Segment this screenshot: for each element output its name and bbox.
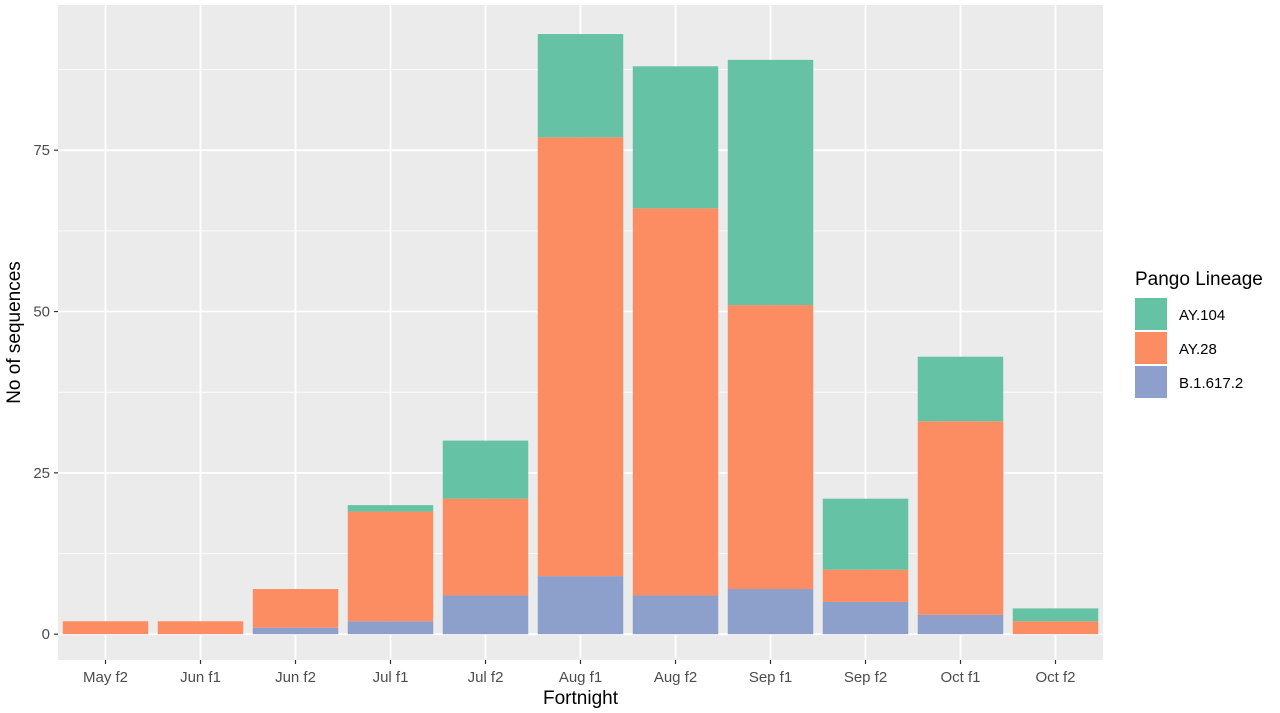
bar-segment (822, 569, 909, 602)
y-axis-title: No of sequences (4, 261, 25, 404)
bar-segment (347, 505, 434, 512)
y-tick-label: 25 (33, 465, 50, 482)
bar-segment (822, 601, 909, 635)
bar-segment (917, 356, 1004, 422)
bars (62, 34, 1099, 635)
bar-segment (442, 440, 529, 499)
y-axis: 0 25 50 75 (33, 142, 58, 643)
bar-segment (1012, 608, 1099, 622)
x-tick-label: Jun f1 (180, 669, 221, 686)
bar-segment (1012, 621, 1099, 635)
x-tick-label: Sep f2 (844, 669, 887, 686)
legend-swatch (1135, 298, 1167, 330)
x-tick-label: Jul f1 (373, 669, 409, 686)
bar-segment (252, 627, 339, 635)
legend: Pango Lineage AY.104 AY.28 B.1.617.2 (1135, 269, 1263, 398)
bar-segment (537, 576, 624, 635)
x-tick-label: Aug f1 (559, 669, 602, 686)
x-axis: May f2 Jun f1 Jun f2 Jul f1 Jul f2 Aug f1 Aug … (83, 660, 1076, 686)
bar-segment (727, 305, 814, 590)
bar-segment (917, 614, 1004, 635)
legend-label: AY.28 (1179, 341, 1217, 358)
bar-segment (442, 595, 529, 635)
legend-label: B.1.617.2 (1179, 375, 1243, 392)
y-tick-label: 75 (33, 142, 50, 159)
bar-segment (537, 34, 624, 138)
legend-title: Pango Lineage (1135, 269, 1263, 290)
bar-segment (917, 421, 1004, 615)
bar-segment (62, 621, 149, 635)
y-tick-label: 50 (33, 304, 50, 321)
x-tick-label: Sep f1 (749, 669, 792, 686)
x-axis-title: Fortnight (543, 688, 619, 709)
bar-segment (442, 498, 529, 596)
bar-segment (632, 66, 719, 209)
bar-segment (727, 589, 814, 635)
legend-swatch (1135, 366, 1167, 398)
x-tick-label: Jul f2 (468, 669, 504, 686)
bar-segment (347, 511, 434, 622)
y-tick-label: 0 (42, 626, 50, 643)
bar-segment (727, 59, 814, 306)
bar-segment (252, 589, 339, 628)
x-tick-label: May f2 (83, 669, 128, 686)
bar-segment (537, 137, 624, 577)
x-tick-label: Oct f2 (1035, 669, 1075, 686)
legend-swatch (1135, 332, 1167, 364)
bar-segment (822, 498, 909, 570)
x-tick-label: Jun f2 (275, 669, 316, 686)
bar-segment (632, 208, 719, 596)
bar-segment (157, 621, 244, 635)
bar-segment (347, 621, 434, 635)
bar-segment (632, 595, 719, 635)
x-tick-label: Aug f2 (654, 669, 697, 686)
x-tick-label: Oct f1 (940, 669, 980, 686)
legend-label: AY.104 (1179, 307, 1225, 324)
